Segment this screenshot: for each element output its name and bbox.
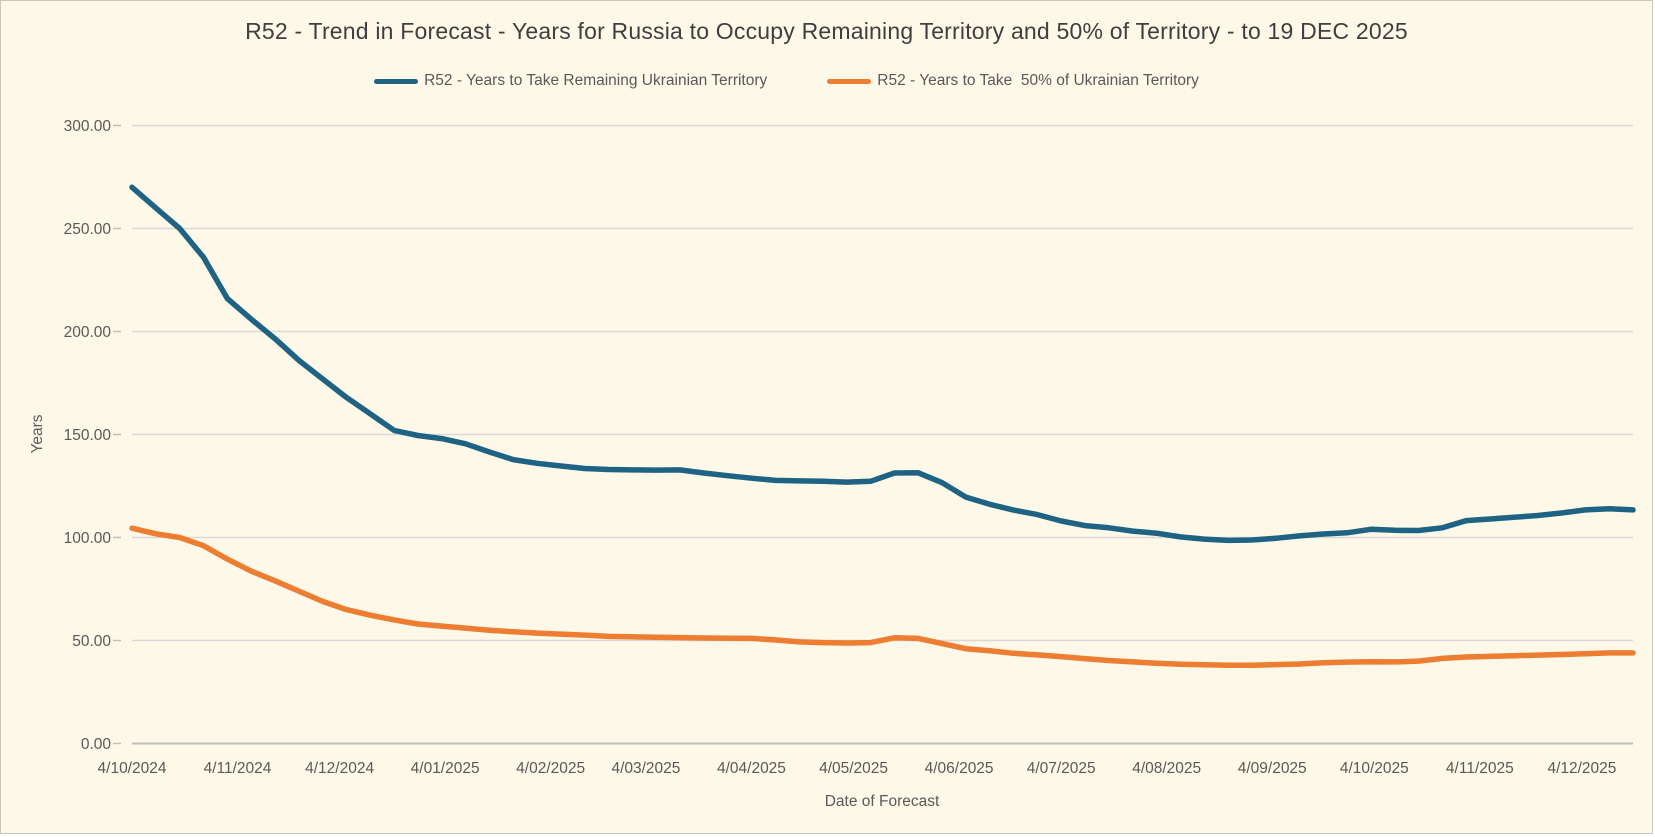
series-line-50pct-territory — [129, 525, 1636, 668]
x-tick-label: 4/09/2025 — [1238, 760, 1307, 777]
x-tick-label: 4/03/2025 — [611, 760, 680, 777]
y-tick-label: 200.00 — [64, 324, 112, 341]
x-tick-label: 4/10/2025 — [1340, 760, 1409, 777]
x-tick-label: 4/11/2024 — [204, 760, 272, 777]
x-tick-label: 4/04/2025 — [717, 760, 786, 777]
x-tick-label: 4/02/2025 — [516, 760, 585, 777]
legend-line-marker-blue — [374, 78, 419, 84]
x-tick-label: 4/01/2025 — [411, 760, 480, 777]
x-tick-label: 4/11/2025 — [1446, 760, 1514, 777]
x-tick-label: 4/05/2025 — [819, 760, 888, 777]
legend-item-remaining-territory[interactable]: R52 - Years to Take Remaining Ukrainian … — [374, 72, 767, 90]
y-tick-label: 50.00 — [72, 633, 111, 650]
series-line-remaining-territory — [129, 184, 1636, 544]
legend-item-50pct-territory[interactable]: R52 - Years to Take 50% of Ukrainian Ter… — [827, 72, 1199, 90]
legend: R52 - Years to Take Remaining Ukrainian … — [1, 72, 1652, 90]
legend-label: R52 - Years to Take 50% of Ukrainian Ter… — [877, 72, 1199, 89]
x-tick-label: 4/07/2025 — [1027, 760, 1096, 777]
x-tick-label: 4/08/2025 — [1132, 760, 1201, 777]
legend-line-marker-orange — [827, 78, 872, 84]
y-tick-label: 100.00 — [64, 530, 112, 547]
y-tick-label: 250.00 — [64, 221, 112, 238]
x-tick-label: 4/06/2025 — [925, 760, 994, 777]
x-tick-label: 4/12/2025 — [1547, 760, 1616, 777]
chart-title: R52 - Trend in Forecast - Years for Russ… — [245, 18, 1408, 44]
y-axis-title: Years — [29, 414, 46, 454]
legend-label: R52 - Years to Take Remaining Ukrainian … — [424, 72, 768, 89]
x-tick-label: 4/12/2024 — [305, 760, 374, 777]
y-tick-label: 0.00 — [81, 736, 112, 753]
y-tick-label: 300.00 — [64, 118, 112, 135]
y-tick-label: 150.00 — [64, 427, 112, 444]
x-tick-label: 4/10/2024 — [98, 760, 167, 777]
x-axis-title: Date of Forecast — [824, 793, 940, 810]
